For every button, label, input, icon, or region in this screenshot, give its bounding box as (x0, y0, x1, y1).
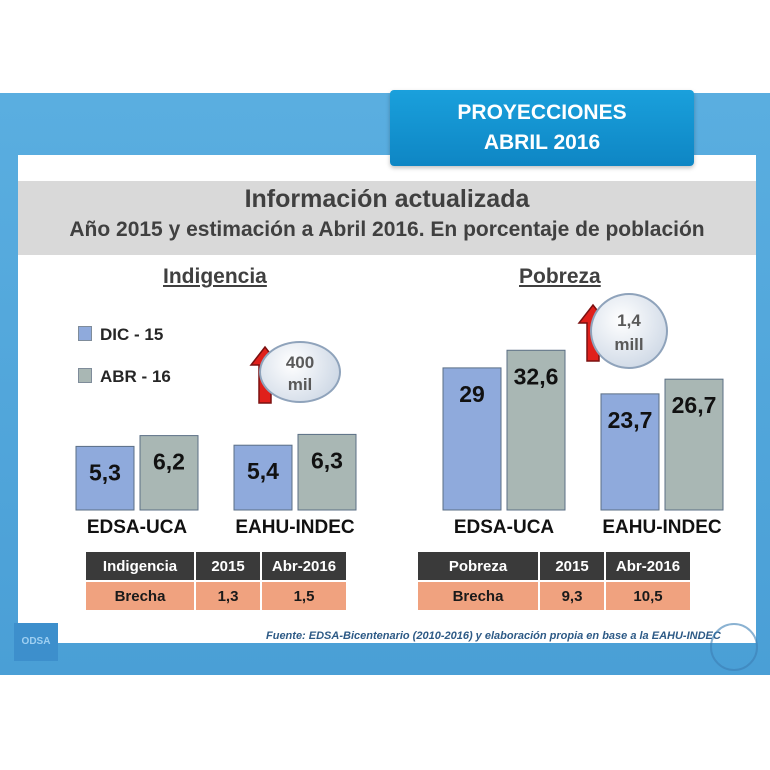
university-seal (710, 623, 758, 671)
legend-item-dic: DIC - 15 (78, 325, 163, 345)
table-header-cell: Pobreza (418, 552, 538, 580)
page-subtitle: Año 2015 y estimación a Abril 2016. En p… (69, 218, 705, 241)
bar-value-label: 29 (459, 381, 485, 407)
table-header-cell: Abr-2016 (262, 552, 346, 580)
table-row: Brecha 9,3 10,5 (418, 582, 690, 610)
bubble-line-1: 1,4 (617, 311, 641, 330)
bar-value-label: 32,6 (514, 363, 559, 389)
bar-0-0-1 (139, 435, 199, 511)
table-cell: 1,5 (262, 582, 346, 610)
legend-swatch-abr (78, 368, 92, 383)
odsa-logo: ODSA (14, 623, 58, 661)
page-title: Información actualizada (244, 185, 530, 213)
legend-label-abr: ABR - 16 (100, 367, 171, 386)
table-header-cell: Abr-2016 (606, 552, 690, 580)
table-header-row: Indigencia 2015 Abr-2016 (86, 552, 346, 580)
badge-line-1: PROYECCIONES (457, 101, 627, 124)
table-cell: 10,5 (606, 582, 690, 610)
bubble-line-2: mil (287, 375, 313, 394)
bar-value-label: 26,7 (672, 392, 717, 418)
bar-value-label: 5,4 (247, 458, 279, 484)
bar-value-label: 6,3 (311, 447, 343, 473)
bar-0-1-1 (297, 433, 357, 511)
header-band: Información actualizada Año 2015 y estim… (18, 181, 756, 255)
bar-charts: 5,3 6,2 EDSA-UCA 5,4 6,3 EAHU-INDEC 29 32,6 EDSA… (75, 349, 724, 538)
category-label: EDSA-UCA (454, 517, 555, 538)
bar-1-1-0 (600, 393, 660, 511)
legend-item-abr: ABR - 16 (78, 367, 171, 387)
bar-1-0-1 (506, 349, 566, 511)
indigencia-title: Indigencia (163, 265, 267, 288)
annotation-bubble-pobreza: 1,4 mill (590, 293, 668, 369)
bar-value-label: 5,3 (89, 459, 121, 485)
bubble-line-2: mill (614, 335, 644, 354)
bar-1-1-1 (664, 378, 724, 511)
table-row: Brecha 1,3 1,5 (86, 582, 346, 610)
bar-value-label: 6,2 (153, 449, 185, 475)
table-header-cell: 2015 (540, 552, 604, 580)
table-cell: Brecha (418, 582, 538, 610)
bar-value-label: 23,7 (608, 407, 653, 433)
bar-1-0-0 (442, 367, 502, 511)
category-label: EAHU-INDEC (235, 517, 355, 538)
legend-label-dic: DIC - 15 (100, 325, 164, 344)
table-cell: 1,3 (196, 582, 260, 610)
bar-0-0-0 (75, 445, 135, 511)
table-cell: 9,3 (540, 582, 604, 610)
legend-swatch-dic (78, 326, 92, 341)
slide-background: PROYECCIONES ABRIL 2016 Información actu… (0, 90, 770, 675)
table-cell: Brecha (86, 582, 194, 610)
annotation-bubble-indigencia: 400 mil (259, 341, 341, 403)
source-note: Fuente: EDSA-Bicentenario (2010-2016) y … (266, 630, 721, 642)
table-header-cell: Indigencia (86, 552, 194, 580)
bar-0-1-0 (233, 444, 293, 511)
table-header-row: Pobreza 2015 Abr-2016 (418, 552, 690, 580)
table-header-cell: 2015 (196, 552, 260, 580)
category-label: EAHU-INDEC (602, 517, 722, 538)
bubble-line-1: 400 (285, 353, 315, 372)
pobreza-title: Pobreza (519, 265, 601, 288)
pobreza-brecha-table: Pobreza 2015 Abr-2016 Brecha 9,3 10,5 (416, 550, 692, 612)
projections-badge: PROYECCIONES ABRIL 2016 (390, 90, 694, 166)
indigencia-brecha-table: Indigencia 2015 Abr-2016 Brecha 1,3 1,5 (84, 550, 348, 612)
badge-line-2: ABRIL 2016 (483, 131, 601, 154)
category-label: EDSA-UCA (87, 517, 188, 538)
